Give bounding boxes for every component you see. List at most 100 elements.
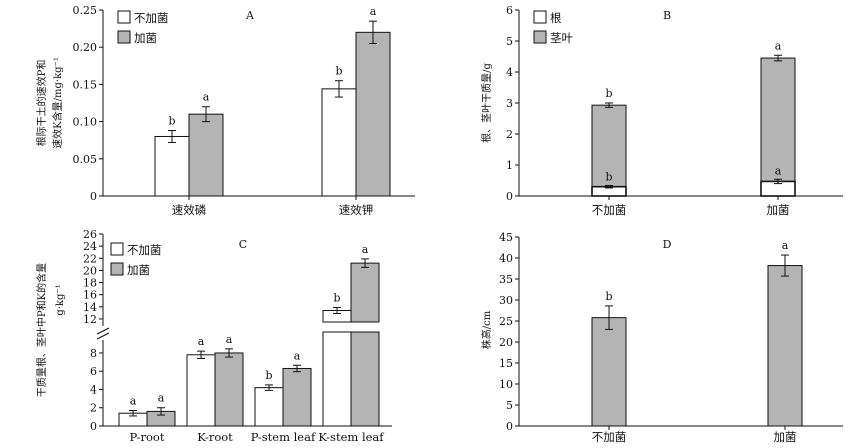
panel-d-sig-label: b bbox=[605, 290, 612, 303]
panel-b-category-label: 不加菌 bbox=[592, 203, 627, 217]
panel-b-ytick-label: 4 bbox=[506, 66, 513, 79]
panel-c-bar-upper bbox=[350, 262, 380, 323]
panel-a-ylabel-line2: 速效K含量/mg·kg⁻¹ bbox=[51, 57, 64, 149]
panel-b-ytick-label: 2 bbox=[506, 128, 513, 141]
panel-a-legend-1-swatch bbox=[117, 30, 131, 44]
panel-b-legend-1-label: 茎叶 bbox=[550, 31, 573, 45]
panel-c-sig-label: a bbox=[198, 335, 205, 348]
panel-b-ytick-label: 0 bbox=[506, 190, 513, 203]
panel-b-ytick-label: 3 bbox=[506, 97, 513, 110]
panel-d-ytick-label: 10 bbox=[499, 378, 513, 391]
panel-b-bar-stem bbox=[760, 57, 796, 182]
panel-c-category-label: P-stem leaf bbox=[251, 430, 316, 444]
panel-a-sig-label: b bbox=[168, 115, 175, 128]
panel-d-letter: D bbox=[663, 238, 672, 251]
panel-d-bar bbox=[591, 317, 627, 427]
panel-c-bar bbox=[282, 367, 312, 427]
panel-a-category-label: 速效磷 bbox=[172, 203, 207, 217]
panel-b-sig-label: b bbox=[605, 87, 612, 100]
panel-d-bar bbox=[767, 265, 803, 427]
panel-b-sig-label: b bbox=[605, 170, 612, 183]
panel-b-ytick-label: 5 bbox=[506, 35, 513, 48]
panel-d-ytick-label: 45 bbox=[499, 231, 513, 244]
panel-d-ylabel: 株高/cm bbox=[480, 310, 493, 349]
panel-d-ytick-label: 15 bbox=[499, 357, 513, 370]
panel-b-ytick-label: 1 bbox=[506, 159, 513, 172]
panel-c-sig-label: a bbox=[226, 333, 233, 346]
panel-c-sig-label: b bbox=[265, 369, 272, 382]
panel-c-axis-break bbox=[96, 327, 110, 340]
panel-d-ytick-label: 40 bbox=[499, 252, 513, 265]
panel-c-bar-lower bbox=[350, 331, 380, 427]
panel-c-category-label: K-root bbox=[197, 430, 233, 444]
panel-c-ylabel-line1: 干质量根、茎叶中P和K的含量 bbox=[35, 263, 48, 397]
panel-a-legend-1-label: 加菌 bbox=[134, 31, 157, 45]
panel-c-ytick-label: 18 bbox=[83, 277, 97, 290]
panel-b-sig-label: a bbox=[775, 39, 782, 52]
panel-c-ytick-label: 14 bbox=[83, 301, 97, 314]
panel-a-bar bbox=[355, 31, 391, 197]
panel-a-ylabel-line1: 根际干土的速效P和 bbox=[35, 60, 48, 147]
panel-a-ytick-label: 0 bbox=[90, 190, 97, 203]
panel-c-legend-1-swatch bbox=[110, 262, 124, 276]
panel-c-ytick-label: 0 bbox=[90, 420, 97, 433]
panel-b-ytick-label: 6 bbox=[506, 4, 513, 17]
panel-d-ytick-label: 35 bbox=[499, 273, 513, 286]
panel-c-legend-0-swatch bbox=[110, 242, 124, 256]
panel-d-ytick-label: 5 bbox=[506, 399, 513, 412]
panel-c-ytick-label: 22 bbox=[83, 252, 97, 265]
panel-d-ytick-label: 25 bbox=[499, 315, 513, 328]
panel-c-bar-lower bbox=[322, 331, 352, 427]
panel-b-legend-1-swatch bbox=[533, 30, 547, 44]
panel-a-category-label: 速效钾 bbox=[339, 203, 374, 217]
panel-a-bar bbox=[321, 88, 357, 197]
panel-b-legend-0-label: 根 bbox=[550, 11, 562, 25]
panel-c-ytick-label: 24 bbox=[83, 240, 97, 253]
panel-a-legend-0-label: 不加菌 bbox=[134, 11, 169, 25]
panel-c-category-label: P-root bbox=[130, 430, 165, 444]
panel-c-sig-label: a bbox=[158, 392, 165, 405]
panel-a-bar bbox=[154, 135, 190, 197]
panel-a-sig-label: b bbox=[335, 65, 342, 78]
panel-d-ytick-label: 30 bbox=[499, 294, 513, 307]
panel-c-ytick-label: 2 bbox=[90, 402, 97, 415]
panel-c-ytick-label: 26 bbox=[83, 228, 97, 241]
panel-c-sig-label: a bbox=[362, 243, 369, 256]
panel-c-bar bbox=[186, 354, 216, 427]
panel-c-sig-label: a bbox=[294, 349, 301, 362]
panel-c-ytick-label: 20 bbox=[83, 264, 97, 277]
panel-b-ylabel: 根、茎叶干质量/g bbox=[480, 63, 493, 143]
panel-a-ytick-label: 0.05 bbox=[73, 153, 98, 166]
panel-a-letter: A bbox=[245, 9, 255, 22]
panel-d-ytick-label: 20 bbox=[499, 336, 513, 349]
panel-c-category-label: K-stem leaf bbox=[318, 430, 384, 444]
panel-b-letter: B bbox=[663, 9, 671, 22]
panel-c-ytick-label: 4 bbox=[90, 383, 97, 396]
panel-a-ytick-label: 0.10 bbox=[73, 116, 98, 129]
panel-a-bar bbox=[188, 113, 224, 197]
panel-c-sig-label: a bbox=[130, 394, 137, 407]
panel-c-ytick-label: 16 bbox=[83, 289, 97, 302]
panel-c-sig-label: b bbox=[333, 291, 340, 304]
panel-a-ytick-label: 0.15 bbox=[73, 78, 98, 91]
panel-c-ylabel-line2: g·kg⁻¹ bbox=[55, 284, 66, 315]
panel-a-ytick-label: 0.20 bbox=[73, 41, 98, 54]
panel-b-sig-label: a bbox=[775, 164, 782, 177]
panel-a-ytick-label: 0.25 bbox=[73, 4, 98, 17]
panel-b-category-label: 加菌 bbox=[767, 203, 790, 217]
panel-c-legend-1-label: 加菌 bbox=[127, 263, 150, 277]
panel-b-bar-stem bbox=[591, 104, 627, 188]
panel-d-sig-label: a bbox=[782, 239, 789, 252]
panel-c-legend-0-label: 不加菌 bbox=[127, 243, 162, 257]
panel-c-bar bbox=[214, 352, 244, 427]
panel-c-ytick-label: 8 bbox=[90, 347, 97, 360]
panel-c-bar bbox=[254, 387, 284, 427]
panel-c-letter: C bbox=[239, 238, 247, 251]
panel-c-ytick-label: 12 bbox=[83, 313, 97, 326]
panel-c-ytick-label: 6 bbox=[90, 365, 97, 378]
panel-d-ytick-label: 0 bbox=[506, 420, 513, 433]
panel-d-category-label: 加菌 bbox=[774, 430, 797, 444]
panel-d-category-label: 不加菌 bbox=[592, 430, 627, 444]
panel-b-legend-0-swatch bbox=[533, 10, 547, 24]
